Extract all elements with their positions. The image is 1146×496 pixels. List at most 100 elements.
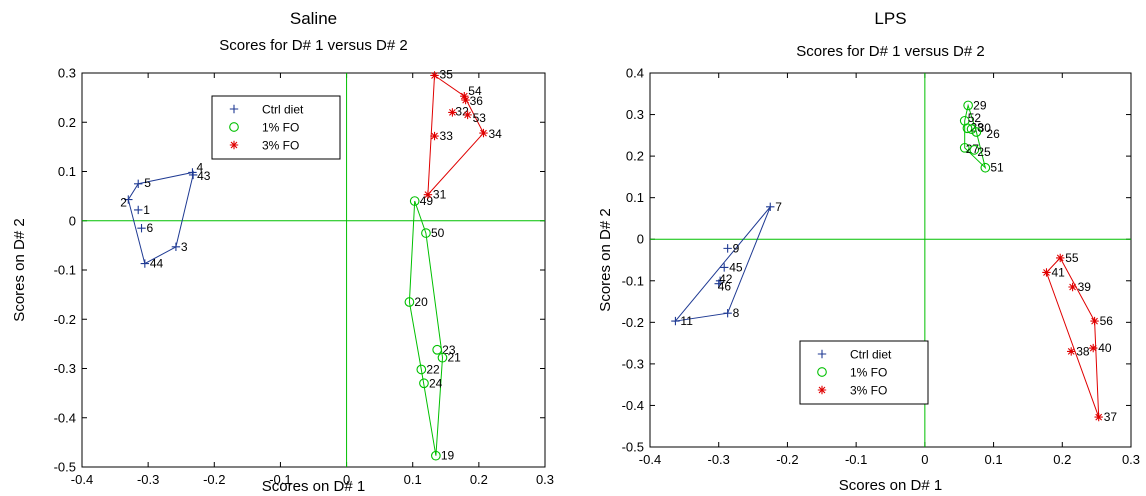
data-point bbox=[671, 316, 680, 326]
data-point bbox=[1090, 316, 1099, 326]
data-point bbox=[448, 108, 457, 117]
point-label: 35 bbox=[440, 67, 454, 81]
y-tick-label: -0.5 bbox=[54, 460, 76, 475]
point-label: 25 bbox=[977, 145, 991, 159]
y-tick-label: 0 bbox=[69, 213, 76, 228]
data-point bbox=[1094, 412, 1103, 422]
group-outline bbox=[674, 206, 771, 322]
point-label: 31 bbox=[433, 188, 447, 202]
x-tick-label: -0.2 bbox=[203, 472, 225, 487]
data-point bbox=[1056, 253, 1065, 263]
chart-panel-1: Saline Scores for D# 1 versus D# 2 Scores … bbox=[11, 9, 554, 495]
y-tick-label: -0.5 bbox=[622, 440, 644, 455]
data-point bbox=[463, 110, 472, 120]
y-tick-label: -0.4 bbox=[622, 398, 644, 413]
point-label: 8 bbox=[733, 306, 740, 320]
data-point bbox=[134, 205, 143, 215]
point-label: 5 bbox=[144, 176, 151, 190]
data-point bbox=[962, 123, 973, 134]
y-tick-label: 0.2 bbox=[626, 149, 644, 164]
y-tick-label: -0.2 bbox=[54, 312, 76, 327]
chart-title: Scores for D# 1 versus D# 2 bbox=[219, 37, 407, 54]
legend-label: 3% FO bbox=[262, 139, 299, 153]
chart-panel-2: LPS Scores for D# 1 versus D# 2 Scores on … bbox=[597, 9, 1140, 494]
point-label: 27 bbox=[966, 142, 980, 156]
point-label: 51 bbox=[990, 161, 1004, 175]
point-label: 49 bbox=[420, 194, 434, 208]
legend-marker bbox=[817, 385, 827, 395]
y-tick-label: 0.4 bbox=[626, 66, 644, 81]
y-tick-label: -0.3 bbox=[54, 361, 76, 376]
x-tick-label: 0.2 bbox=[470, 472, 488, 487]
data-point bbox=[980, 162, 991, 173]
x-tick-label: 0 bbox=[343, 472, 350, 487]
point-label: 1 bbox=[143, 203, 150, 217]
x-tick-label: 0 bbox=[921, 452, 928, 467]
point-label: 32 bbox=[455, 104, 469, 118]
data-point bbox=[720, 263, 729, 272]
y-axis-label: Scores on D# 2 bbox=[597, 208, 614, 311]
data-point bbox=[430, 131, 439, 141]
data-point bbox=[714, 279, 723, 288]
series-1: 5 443 2 1 6 3 44 bbox=[120, 160, 210, 270]
data-point bbox=[124, 195, 133, 204]
point-label: 42 bbox=[719, 272, 733, 286]
data-point bbox=[416, 364, 427, 375]
x-tick-label: -0.3 bbox=[708, 452, 730, 467]
data-point bbox=[971, 127, 982, 137]
point-label: 3 bbox=[181, 240, 188, 254]
data-point bbox=[1068, 282, 1077, 292]
point-label: 24 bbox=[429, 376, 443, 390]
legend-label: Ctrl diet bbox=[262, 103, 304, 117]
point-label: 45 bbox=[729, 260, 743, 274]
data-point bbox=[140, 259, 150, 268]
point-label: 43 bbox=[197, 169, 211, 183]
point-label: 29 bbox=[973, 98, 987, 112]
point-label: 54 bbox=[468, 84, 482, 98]
point-label: 23 bbox=[442, 343, 456, 357]
y-tick-label: -0.1 bbox=[622, 273, 644, 288]
data-point bbox=[1067, 347, 1076, 356]
y-tick-label: 0.3 bbox=[626, 107, 644, 122]
point-label: 33 bbox=[440, 129, 454, 143]
point-label: 38 bbox=[1076, 344, 1090, 358]
x-tick-label: 0.1 bbox=[404, 472, 422, 487]
point-label: 9 bbox=[733, 241, 740, 255]
point-label: 53 bbox=[473, 111, 487, 125]
data-point bbox=[437, 352, 448, 363]
point-label: 56 bbox=[1100, 314, 1114, 328]
legend-marker bbox=[817, 349, 827, 359]
chart-title: Scores for D# 1 versus D# 2 bbox=[796, 43, 984, 60]
point-label: 22 bbox=[426, 362, 440, 376]
data-point bbox=[171, 242, 181, 252]
point-label: 36 bbox=[470, 94, 484, 108]
data-point bbox=[432, 344, 443, 355]
legend-label: 1% FO bbox=[850, 366, 887, 380]
data-point bbox=[423, 190, 433, 199]
point-label: 20 bbox=[414, 295, 428, 309]
point-label: 41 bbox=[1051, 265, 1065, 279]
panel-suptitle: Saline bbox=[290, 9, 337, 28]
x-tick-label: -0.2 bbox=[776, 452, 798, 467]
x-tick-label: 0.3 bbox=[536, 472, 554, 487]
data-point bbox=[409, 196, 420, 206]
y-tick-label: 0.1 bbox=[58, 164, 76, 179]
x-tick-label: 0.3 bbox=[1122, 452, 1140, 467]
y-tick-label: 0.2 bbox=[58, 115, 76, 130]
data-point bbox=[969, 145, 980, 155]
point-label: 40 bbox=[1098, 341, 1112, 355]
y-tick-label: 0 bbox=[637, 232, 644, 247]
x-tick-label: -0.4 bbox=[639, 452, 661, 467]
point-label: 46 bbox=[718, 280, 732, 294]
point-label: 52 bbox=[968, 111, 982, 125]
point-label: 26 bbox=[986, 127, 1000, 141]
point-label: 44 bbox=[150, 257, 164, 271]
legend: Ctrl diet 1% FO 3% FO bbox=[799, 340, 929, 405]
data-point bbox=[460, 91, 469, 101]
data-point bbox=[963, 100, 973, 111]
